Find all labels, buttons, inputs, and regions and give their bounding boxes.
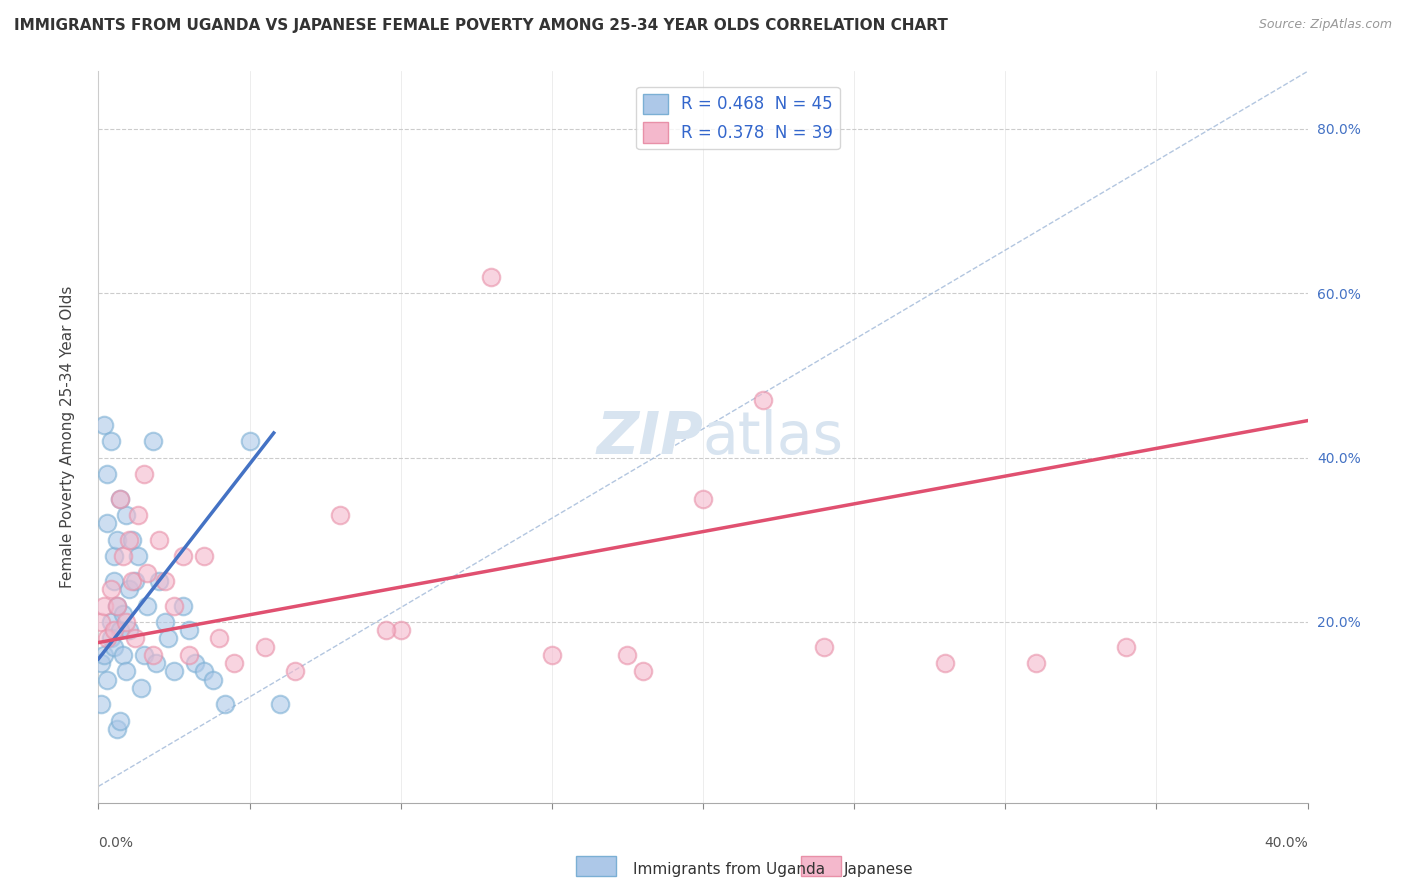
Point [121, 574, 143, 588]
Point [103, 549, 125, 564]
Point [142, 434, 165, 449]
Point [239, 434, 262, 449]
Point [93, 648, 115, 662]
Point [145, 656, 167, 670]
Point [163, 599, 186, 613]
Point [105, 599, 128, 613]
Point [105, 599, 128, 613]
Point [96, 673, 118, 687]
Point [389, 624, 412, 638]
Point [132, 467, 155, 481]
Point [118, 582, 141, 596]
Text: IMMIGRANTS FROM UGANDA VS JAPANESE FEMALE POVERTY AMONG 25-34 YEAR OLDS CORRELAT: IMMIGRANTS FROM UGANDA VS JAPANESE FEMAL… [14, 18, 948, 33]
Point [90, 697, 112, 711]
Point [111, 607, 134, 621]
Text: Source: ZipAtlas.com: Source: ZipAtlas.com [1258, 18, 1392, 31]
Point [111, 549, 134, 564]
Point [148, 533, 170, 547]
Point [934, 656, 956, 670]
Text: atlas: atlas [703, 409, 844, 466]
Point [100, 434, 122, 449]
Point [153, 615, 176, 629]
Point [108, 491, 131, 506]
Point [269, 697, 291, 711]
Point [184, 656, 207, 670]
Point [253, 640, 276, 654]
Point [224, 656, 246, 670]
Text: Japanese: Japanese [844, 863, 914, 877]
Point [118, 624, 141, 638]
Point [193, 665, 215, 679]
Point [100, 582, 122, 596]
Point [813, 640, 835, 654]
Point [108, 624, 131, 638]
Point [118, 533, 141, 547]
Point [114, 615, 136, 629]
Point [135, 599, 157, 613]
Point [127, 508, 149, 523]
Point [1115, 640, 1137, 654]
Point [374, 624, 396, 638]
Point [142, 648, 165, 662]
Point [172, 599, 194, 613]
Point [111, 648, 134, 662]
Point [156, 632, 179, 646]
Point [114, 508, 136, 523]
Point [90, 656, 112, 670]
Point [100, 615, 122, 629]
Point [148, 574, 170, 588]
Point [93, 599, 115, 613]
Point [616, 648, 638, 662]
Point [127, 549, 149, 564]
Point [179, 624, 201, 638]
Point [103, 624, 125, 638]
Point [124, 632, 146, 646]
Point [90, 615, 112, 629]
Point [114, 665, 136, 679]
Point [284, 665, 307, 679]
Point [96, 632, 118, 646]
Y-axis label: Female Poverty Among 25-34 Year Olds: Female Poverty Among 25-34 Year Olds [60, 286, 75, 588]
Point [329, 508, 352, 523]
Point [153, 574, 176, 588]
Point [121, 533, 143, 547]
Text: 40.0%: 40.0% [1264, 836, 1308, 850]
Point [108, 714, 131, 728]
Point [179, 648, 201, 662]
Point [692, 491, 714, 506]
Point [172, 549, 194, 564]
Point [193, 549, 215, 564]
Point [163, 665, 186, 679]
Point [96, 516, 118, 531]
Point [202, 673, 225, 687]
Point [135, 566, 157, 580]
Point [752, 393, 775, 408]
Point [214, 697, 236, 711]
Point [208, 632, 231, 646]
Point [132, 648, 155, 662]
Point [481, 269, 503, 284]
Point [93, 417, 115, 432]
Point [540, 648, 562, 662]
Point [105, 722, 128, 736]
Point [108, 491, 131, 506]
Point [124, 574, 146, 588]
Point [96, 467, 118, 481]
Text: Immigrants from Uganda: Immigrants from Uganda [633, 863, 825, 877]
Point [100, 632, 122, 646]
Legend: R = 0.468  N = 45, R = 0.378  N = 39: R = 0.468 N = 45, R = 0.378 N = 39 [637, 87, 839, 149]
Point [105, 533, 128, 547]
Point [103, 640, 125, 654]
Text: 0.0%: 0.0% [98, 836, 134, 850]
Point [1024, 656, 1046, 670]
Point [631, 665, 654, 679]
Point [129, 681, 152, 695]
Text: ZIP: ZIP [596, 409, 703, 466]
Point [103, 574, 125, 588]
